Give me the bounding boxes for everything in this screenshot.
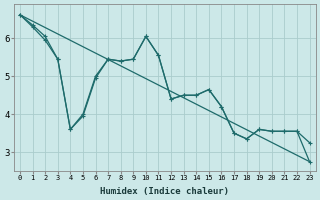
X-axis label: Humidex (Indice chaleur): Humidex (Indice chaleur) [100,187,229,196]
